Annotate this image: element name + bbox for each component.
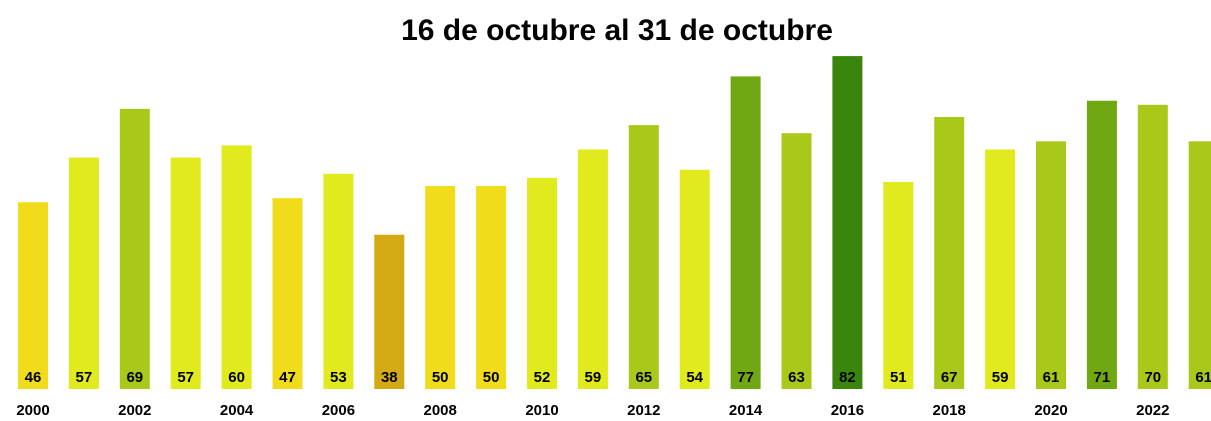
bar — [1036, 141, 1066, 389]
value-label: 57 — [76, 369, 93, 386]
value-label: 63 — [788, 369, 805, 386]
bar — [628, 125, 659, 389]
value-label: 65 — [635, 369, 652, 386]
value-label: 70 — [1144, 369, 1161, 386]
x-tick-label: 2012 — [627, 402, 660, 419]
bar — [679, 169, 710, 389]
value-label: 57 — [177, 369, 194, 386]
bar — [1188, 141, 1211, 389]
bar — [68, 157, 99, 389]
bar — [170, 157, 201, 389]
value-label: 46 — [25, 369, 42, 386]
bar — [1137, 104, 1168, 390]
value-label: 69 — [126, 369, 143, 386]
bar — [272, 198, 303, 389]
value-label: 54 — [686, 369, 703, 386]
x-tick-label: 2000 — [16, 402, 49, 419]
value-label: 59 — [585, 369, 602, 386]
value-label: 61 — [1043, 369, 1060, 386]
bar — [425, 186, 456, 389]
x-tick-label: 2010 — [525, 402, 558, 419]
bar — [883, 181, 914, 389]
bar — [934, 116, 965, 389]
value-label: 50 — [432, 369, 449, 386]
value-label: 60 — [228, 369, 245, 386]
bar — [18, 202, 48, 389]
bar — [577, 149, 608, 389]
x-tick-label: 2004 — [220, 402, 254, 419]
x-tick-label: 2018 — [933, 402, 966, 419]
x-tick-label: 2006 — [322, 402, 355, 419]
bar — [985, 149, 1016, 389]
value-label: 67 — [941, 369, 958, 386]
value-label: 47 — [279, 369, 296, 386]
value-label: 53 — [330, 369, 347, 386]
bar — [374, 234, 405, 389]
bar — [832, 56, 863, 389]
value-label: 38 — [381, 369, 398, 386]
bar — [323, 173, 354, 389]
value-label: 82 — [839, 369, 856, 386]
bar — [119, 108, 150, 390]
x-tick-label: 2002 — [118, 402, 151, 419]
bar — [476, 186, 507, 389]
bar — [781, 133, 812, 389]
value-label: 59 — [992, 369, 1009, 386]
value-label: 52 — [534, 369, 551, 386]
x-tick-label: 2016 — [831, 402, 864, 419]
x-tick-label: 2014 — [729, 402, 763, 419]
x-tick-label: 2020 — [1034, 402, 1067, 419]
bar — [1086, 100, 1117, 390]
bar — [221, 145, 252, 389]
value-label: 77 — [737, 369, 754, 386]
bar — [730, 76, 761, 389]
value-label: 50 — [483, 369, 500, 386]
chart-title: 16 de octubre al 31 de octubre — [401, 14, 833, 47]
x-tick-label: 2008 — [424, 402, 457, 419]
x-tick-label: 2022 — [1136, 402, 1169, 419]
bar — [527, 177, 557, 389]
value-label: 61 — [1195, 369, 1211, 386]
value-label: 51 — [890, 369, 907, 386]
value-label: 71 — [1094, 369, 1111, 386]
